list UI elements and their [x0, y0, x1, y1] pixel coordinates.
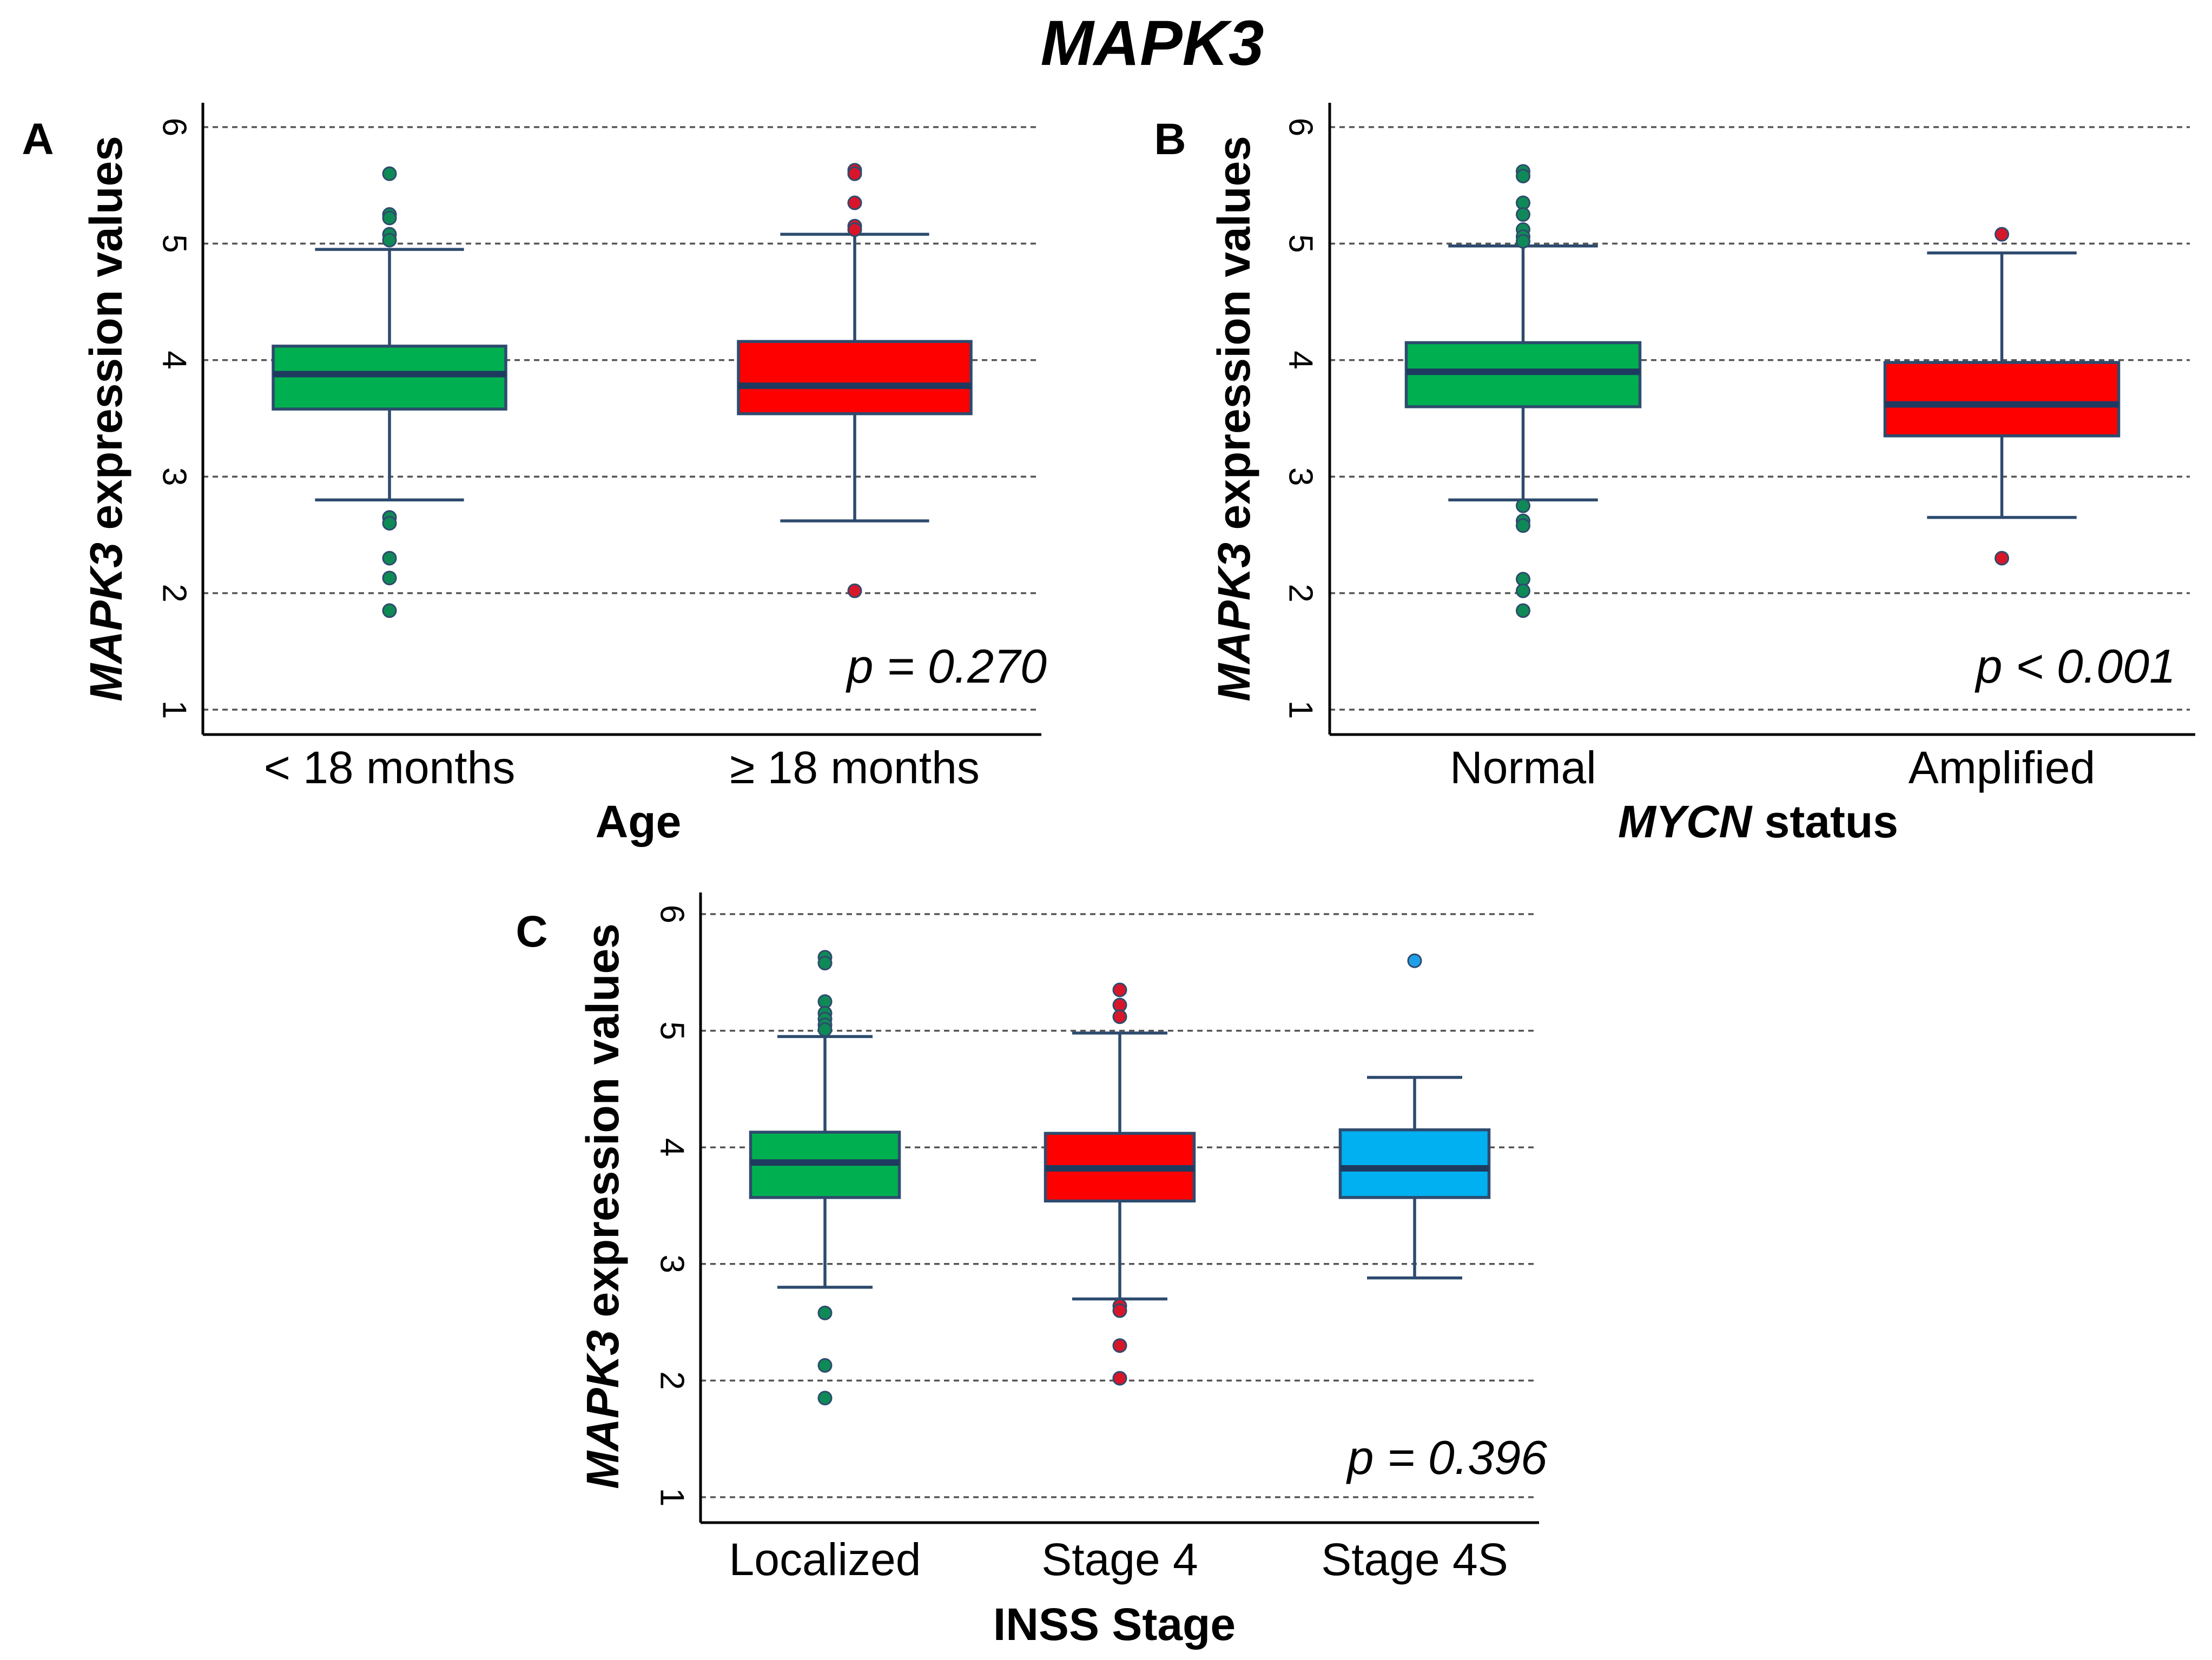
outlier-point: [1995, 551, 2009, 566]
y-tick-label: 6: [156, 118, 193, 136]
y-tick-label: 6: [653, 905, 691, 923]
box-group: [1338, 953, 1491, 1280]
outlier-point: [817, 1022, 833, 1037]
outlier-point: [382, 166, 397, 181]
outlier-point: [382, 571, 397, 586]
outlier-point: [382, 551, 397, 566]
outlier-point: [1516, 234, 1530, 249]
x-tick-label: Stage 4: [1041, 1534, 1198, 1585]
box-group: [1404, 164, 1642, 618]
box: [272, 345, 507, 411]
x-axis-label: Age: [596, 796, 682, 847]
y-axis-label-gene: MAPK3: [1209, 543, 1259, 702]
y-axis-label: MAPK3 expression values: [81, 136, 131, 702]
outlier-point: [382, 233, 397, 248]
box-group: [749, 950, 901, 1406]
outlier-point: [1112, 1371, 1127, 1386]
box-group: [1883, 227, 2121, 566]
y-tick-label: 2: [1282, 584, 1319, 602]
outlier-point: [1516, 603, 1530, 618]
y-tick-label: 1: [1282, 700, 1319, 719]
y-tick-label: 2: [156, 584, 193, 602]
p-value: p < 0.001: [1975, 639, 2176, 693]
outlier-point: [1995, 227, 2009, 242]
x-tick-label: Amplified: [1909, 742, 2095, 793]
y-axis-label-text: expression values: [81, 136, 131, 543]
y-axis-label: MAPK3 expression values: [1209, 136, 1259, 702]
y-tick-label: 5: [653, 1021, 691, 1040]
figure-title: MAPK3: [1040, 8, 1264, 79]
outlier-point: [847, 166, 862, 181]
outlier-point: [847, 583, 862, 598]
x-axis-label-text: INSS Stage: [993, 1599, 1236, 1650]
outlier-point: [817, 1391, 833, 1406]
y-axis-label-gene: MAPK3: [577, 1330, 628, 1489]
box: [1883, 361, 2121, 438]
box-group: [272, 166, 507, 618]
box-group: [1044, 982, 1196, 1386]
outlier-point: [817, 956, 833, 971]
y-tick-label: 4: [653, 1138, 691, 1156]
outlier-point: [1516, 498, 1530, 513]
outlier-point: [1407, 953, 1422, 968]
outlier-point: [1516, 518, 1530, 533]
panel-b: B 1 2 3 4 5 6 MAPK3 expression values MYCN statu…: [1154, 103, 2195, 847]
y-tick-label: 3: [1282, 467, 1319, 486]
y-tick-label: 4: [1282, 351, 1319, 369]
outlier-point: [1516, 583, 1530, 598]
outlier-point: [1516, 168, 1530, 183]
y-axis-label-text: expression values: [577, 923, 628, 1330]
outlier-point: [1112, 1303, 1127, 1318]
x-axis-label-text: status: [1752, 796, 1898, 847]
y-tick-label: 3: [156, 467, 193, 486]
x-tick-label: Normal: [1450, 742, 1596, 793]
panel-a: A 1 2 3 4 5 6 MAPK3 expression values Age p = 0.2…: [22, 103, 1047, 847]
y-tick-label: 1: [653, 1488, 691, 1506]
panel-c: C 1 2 3 4 5 6 MAPK3 expression values INSS Stage…: [516, 892, 1547, 1650]
box-group: [737, 163, 973, 598]
box: [1338, 1128, 1491, 1199]
y-tick-label: 4: [156, 351, 193, 369]
panel-label: A: [22, 115, 54, 164]
outlier-point: [1112, 1009, 1127, 1024]
x-axis-label: INSS Stage: [993, 1599, 1236, 1650]
outlier-point: [817, 1305, 833, 1320]
y-axis-label-gene: MAPK3: [81, 543, 131, 702]
y-axis-label-text: expression values: [1209, 136, 1259, 543]
y-tick-label: 3: [653, 1255, 691, 1273]
panel-label: B: [1154, 115, 1186, 164]
outlier-point: [1516, 207, 1530, 222]
x-tick-label: < 18 months: [264, 742, 516, 793]
y-tick-label: 5: [156, 234, 193, 253]
y-tick-label: 6: [1282, 118, 1319, 136]
outlier-point: [382, 515, 397, 531]
panels: A 1 2 3 4 5 6 MAPK3 expression values Age p = 0.2…: [22, 103, 2195, 1650]
x-axis-label-gene: MYCN: [1618, 796, 1753, 847]
x-axis-label: MYCN status: [1618, 796, 1898, 847]
outlier-point: [847, 222, 862, 237]
p-value: p = 0.270: [846, 639, 1047, 693]
y-axis-label: MAPK3 expression values: [577, 923, 628, 1489]
x-tick-label: Stage 4S: [1321, 1534, 1508, 1585]
y-tick-label: 1: [156, 700, 193, 719]
panel-label: C: [516, 907, 547, 956]
outlier-point: [1112, 1338, 1127, 1353]
y-tick-label: 5: [1282, 234, 1319, 253]
x-tick-label: Localized: [729, 1534, 921, 1585]
outlier-point: [382, 603, 397, 618]
outlier-point: [847, 195, 862, 210]
outlier-point: [1112, 982, 1127, 997]
x-axis-label-text: Age: [596, 796, 682, 847]
y-tick-label: 2: [653, 1371, 691, 1390]
outlier-point: [817, 1358, 833, 1373]
p-value: p = 0.396: [1346, 1431, 1548, 1484]
outlier-point: [382, 210, 397, 226]
box: [737, 340, 973, 415]
x-tick-label: ≥ 18 months: [730, 742, 980, 793]
